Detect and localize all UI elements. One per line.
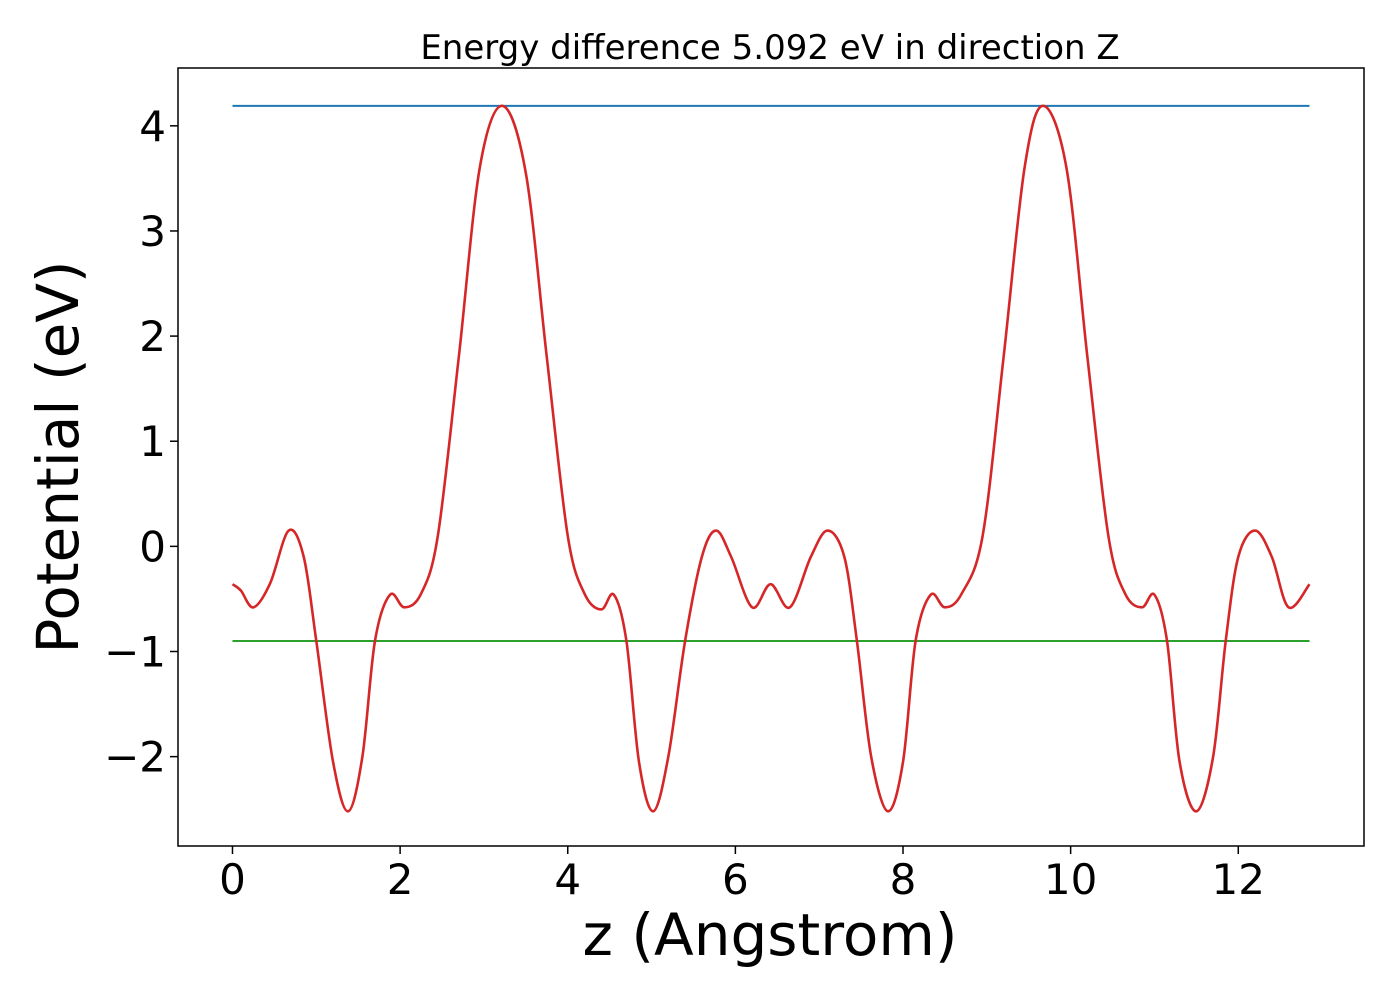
x-tick-label: 12 <box>1212 855 1265 904</box>
series-layer <box>231 104 1311 813</box>
y-tick-label: 4 <box>139 102 166 151</box>
plot-frame <box>177 67 1365 847</box>
x-tick-label: 8 <box>890 855 917 904</box>
series-line-2 <box>231 104 1311 813</box>
y-tick-label: 2 <box>139 312 166 361</box>
x-axis-ticks: 0 2 4 6 8 10 12 <box>219 846 1265 904</box>
x-tick-label: 2 <box>387 855 414 904</box>
y-tick-label: −2 <box>104 733 166 782</box>
y-axis-label: Potential (eV) <box>24 260 92 653</box>
y-axis-ticks: −2 −1 0 1 2 3 4 <box>104 102 178 782</box>
x-tick-label: 0 <box>219 855 246 904</box>
x-tick-label: 6 <box>722 855 749 904</box>
x-tick-label: 4 <box>554 855 581 904</box>
y-tick-label: −1 <box>104 628 166 677</box>
y-tick-label: 3 <box>139 207 166 256</box>
y-tick-label: 0 <box>139 522 166 571</box>
y-tick-label: 1 <box>139 417 166 466</box>
x-tick-label: 10 <box>1044 855 1097 904</box>
chart-title: Energy difference 5.092 eV in direction … <box>420 28 1119 68</box>
x-axis-label: z (Angstrom) <box>583 901 958 969</box>
